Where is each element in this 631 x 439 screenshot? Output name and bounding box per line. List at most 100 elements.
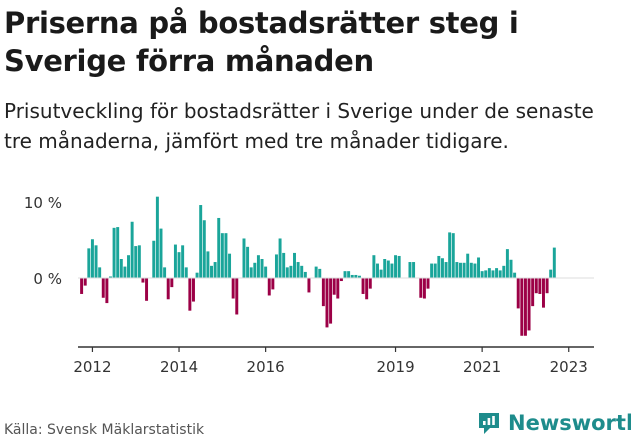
bar (347, 271, 351, 278)
bar (339, 278, 343, 282)
bar (379, 269, 383, 278)
bar (282, 252, 286, 278)
axes-group: 0 % 10 % 2012 2014 2016 2019 2021 2023 4 % (24, 180, 594, 376)
bar (267, 278, 271, 296)
y-tick-label: 0 % (33, 270, 62, 288)
x-tick-label: 2023 (550, 358, 588, 376)
bar (170, 278, 174, 288)
bar (531, 278, 535, 307)
bar (542, 278, 545, 308)
bar (303, 271, 307, 278)
brand[interactable]: Newsworthy (476, 408, 631, 438)
bar (502, 265, 506, 278)
bar (386, 260, 390, 278)
bar (376, 263, 379, 278)
bar (459, 262, 462, 278)
bar (394, 255, 398, 278)
bar (422, 278, 426, 299)
x-tick-label: 2019 (376, 358, 414, 376)
bar (278, 238, 282, 278)
bar (448, 232, 452, 278)
bar (397, 255, 401, 278)
bar (145, 278, 149, 301)
bar (538, 278, 542, 294)
bar (336, 278, 340, 299)
bar (80, 278, 84, 294)
bar (202, 220, 206, 278)
bar (495, 268, 499, 278)
bar (433, 263, 437, 278)
bar (134, 246, 138, 278)
bar (285, 267, 289, 278)
bar (217, 217, 221, 278)
bar (87, 248, 91, 278)
bar (264, 266, 268, 278)
bar (256, 255, 260, 278)
bar (545, 278, 549, 294)
bar (491, 270, 495, 278)
bar (127, 255, 130, 278)
bar (246, 246, 250, 278)
bar (440, 258, 444, 278)
x-tick-label: 2021 (463, 358, 501, 376)
bar (159, 228, 163, 278)
bar (383, 259, 387, 278)
bar (469, 262, 473, 278)
bar (289, 265, 293, 278)
bar (314, 266, 318, 278)
bar (516, 278, 520, 309)
bar (408, 262, 412, 278)
bar (329, 278, 333, 324)
bar (451, 233, 455, 278)
bar (527, 278, 531, 331)
bar (350, 274, 354, 278)
bar (181, 245, 185, 278)
bar (520, 278, 524, 336)
chart-title: Priserna på bostadsrätter steg i Sverige… (4, 6, 519, 78)
latest-value-label: 4 % (565, 180, 594, 184)
bar (206, 251, 210, 278)
bar (343, 271, 347, 278)
bars-group (80, 196, 556, 336)
bar (155, 196, 159, 278)
bar (242, 238, 246, 278)
bar (83, 278, 87, 286)
bar (513, 272, 517, 278)
bar (213, 262, 217, 278)
bar (325, 278, 329, 328)
bar (523, 278, 527, 336)
bar (477, 257, 481, 278)
bar (365, 278, 369, 300)
source-note: Källa: Svensk Mäklarstatistik (4, 422, 205, 438)
bar-chart: 0 % 10 % 2012 2014 2016 2019 2021 2023 4 % (24, 180, 594, 376)
bar (480, 271, 484, 278)
bar (188, 278, 192, 311)
bar (361, 278, 365, 294)
bar (101, 278, 105, 298)
bar (473, 263, 477, 278)
bar (437, 255, 441, 278)
bar (173, 244, 177, 278)
bar (231, 278, 235, 299)
bar (332, 278, 336, 295)
x-tick-label: 2014 (160, 358, 198, 376)
bar (300, 265, 304, 278)
bar (228, 253, 232, 278)
bar (505, 249, 509, 278)
bar (123, 266, 127, 278)
bar (357, 275, 361, 278)
bar (307, 278, 311, 293)
bar (137, 245, 141, 278)
newsworthy-logo-icon (479, 413, 499, 434)
bar (220, 233, 224, 278)
bar (462, 262, 466, 278)
bar (163, 267, 167, 278)
bar (274, 254, 278, 278)
bar (116, 227, 120, 278)
bar (321, 278, 325, 307)
bar (552, 247, 556, 278)
bar (455, 262, 459, 278)
bar (426, 278, 430, 289)
bar (210, 265, 213, 278)
bar (224, 233, 228, 278)
